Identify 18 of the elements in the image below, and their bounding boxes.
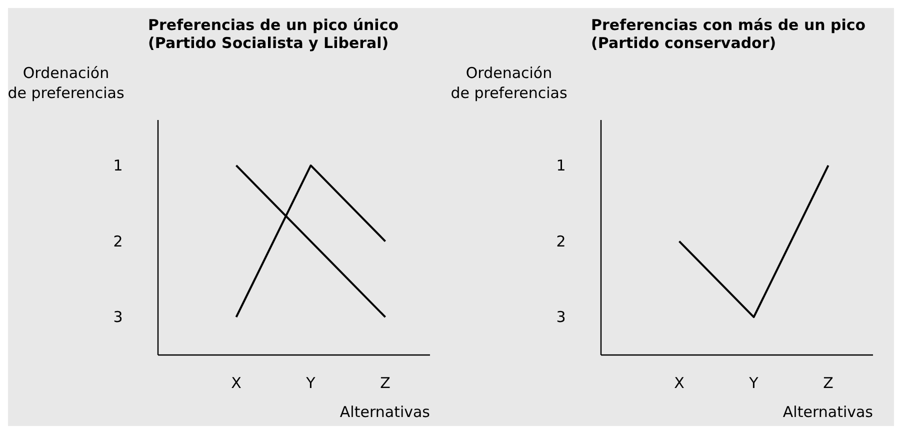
x-tick-label: X bbox=[674, 374, 684, 392]
y-tick-label: 3 bbox=[113, 308, 123, 326]
chart-title: Preferencias con más de un pico (Partido conservador) bbox=[591, 16, 866, 52]
y-tick-label: 1 bbox=[556, 156, 566, 174]
y-tick-label: 2 bbox=[556, 232, 566, 250]
chart-title: Preferencias de un pico único (Partido Socialista y Liberal) bbox=[148, 16, 399, 52]
y-axis-title: Ordenación de preferencias bbox=[450, 64, 568, 102]
x-tick-label: Z bbox=[380, 374, 390, 392]
x-tick-label: X bbox=[231, 374, 242, 392]
y-tick-label: 3 bbox=[556, 308, 566, 326]
y-tick-label: 2 bbox=[113, 232, 123, 250]
x-tick-label: Z bbox=[823, 374, 834, 392]
y-axis-title: Ordenación de preferencias bbox=[8, 64, 124, 102]
x-axis-title: Alternativas bbox=[782, 403, 874, 421]
x-tick-label: Y bbox=[748, 374, 760, 392]
y-tick-label: 1 bbox=[113, 156, 123, 174]
x-axis-title: Alternativas bbox=[340, 403, 430, 421]
x-tick-label: Y bbox=[305, 374, 316, 392]
